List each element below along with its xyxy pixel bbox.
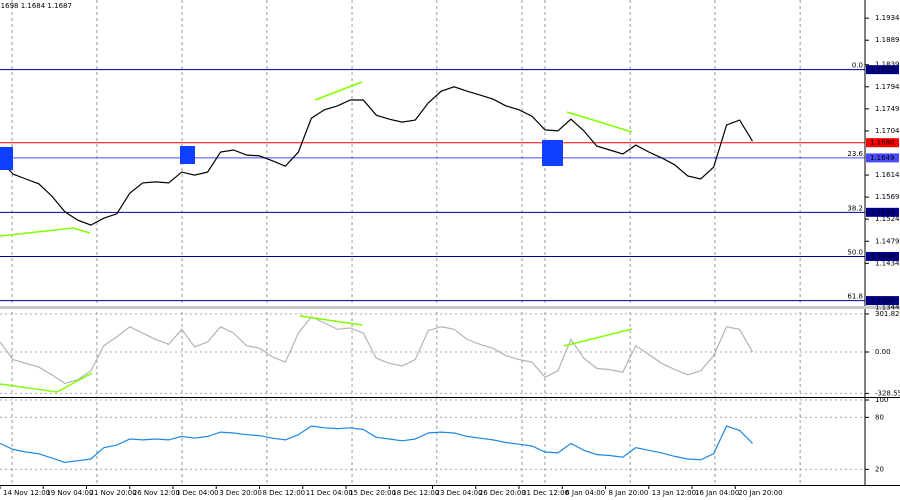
y-tick-label: 1.1704 [875,127,900,135]
y-tick-label: 1.1524 [875,215,900,223]
x-tick-label: 26 Dec 20:00 [479,489,526,497]
y-tick-label: 0.00 [875,348,891,356]
level-price-box [866,251,899,261]
x-tick-label: 1 Dec 04:00 [176,489,219,497]
level-price-box [866,153,899,163]
divergence-line [563,328,633,347]
zone-box [542,140,563,166]
y-tick-label: 100 [875,396,888,404]
x-tick-label: 20 Jan 20:00 [738,489,782,497]
x-tick-label: 3 Dec 20:00 [219,489,262,497]
fibo-level-name: 61.8 [847,293,863,301]
y-tick-label: -328.551 [875,389,900,397]
y-tick-label: 1.1749 [875,105,900,113]
y-tick-label: 20 [875,465,884,473]
x-tick-label: 15 Dec 20:00 [349,489,396,497]
panel-separator [0,306,900,309]
zone-box [180,146,195,164]
series-line [0,86,754,226]
y-tick-label: 80 [875,413,884,421]
x-tick-label: 6 Jan 04:00 [565,489,605,497]
marks-layer [0,86,754,464]
x-tick-label: 31 Dec 12:00 [522,489,569,497]
fibo-level-name: 0.0 [852,62,863,70]
y-tick-label: 1.1794 [875,83,900,91]
y-tick-label: 1.1614 [875,171,900,179]
level-price-box [866,65,899,75]
y-tick-label: 1.1889 [875,36,900,44]
level-price-label: 1.1538 [870,208,895,216]
y-tick-label: 1.1569 [875,193,900,201]
y-tick-label: 1.1479 [875,237,900,245]
x-tick-label: 19 Nov 04:00 [46,489,93,497]
y-tick-label: 1.1934 [875,14,900,22]
level-price-label: 1.1358 [870,297,895,305]
grid-layer [0,0,869,489]
x-tick-label: 14 Nov 12:00 [3,489,50,497]
x-tick-label: 26 Nov 12:00 [133,489,180,497]
level-price-box [866,296,899,306]
y-tick-label: 1.1434 [875,259,900,267]
series-line [0,315,754,385]
y-tick-label: 1.1344 [875,303,900,311]
annotations [0,81,633,393]
level-price-label: 1.1829 [870,66,895,74]
level-price-label: 1.1448 [870,252,895,260]
fibo-level-name: 50.0 [847,248,863,256]
divergence-line [0,227,91,237]
x-tick-label: 11 Dec 04:00 [306,489,353,497]
fibo-level-name: 38.2 [847,204,863,212]
divergence-line [566,111,633,133]
divergence-line [0,372,93,393]
zone-box [0,147,13,170]
series-line [0,425,753,464]
y-tick-label: 301.8242 [875,310,900,318]
ohlc-header: 1.1698 1.1684 1.1687 [0,2,72,10]
x-tick-label: 16 Jan 04:00 [695,489,739,497]
current-price-label: 1.1680 [870,139,895,147]
y-tick-label: 1.1839 [875,61,900,69]
x-tick-label: 8 Dec 12:00 [263,489,306,497]
level-price-box [866,207,899,217]
current-price-box [866,138,899,148]
x-tick-label: 13 Jan 12:00 [652,489,696,497]
x-tick-label: 18 Dec 12:00 [392,489,439,497]
divergence-line [314,81,363,101]
x-tick-label: 23 Dec 04:00 [436,489,483,497]
fibo-level-name: 23.6 [847,150,863,158]
frame [0,0,900,486]
x-tick-label: 21 Nov 20:00 [90,489,137,497]
x-tick-label: 8 Jan 20:00 [609,489,649,497]
divergence-line [299,315,363,326]
level-price-label: 1.1649 [870,154,895,162]
